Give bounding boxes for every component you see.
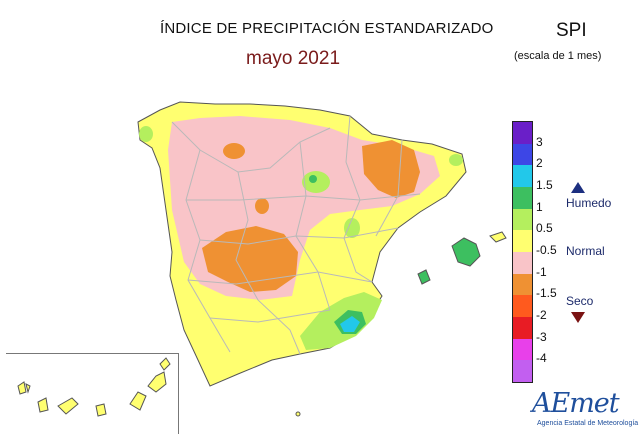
legend-tick-label: 2: [536, 156, 543, 171]
region-dry-ebro: [362, 140, 420, 198]
island-menorca: [489, 231, 507, 243]
map-title: ÍNDICE DE PRECIPITACIÓN ESTANDARIZADO: [160, 20, 494, 37]
region-borders: [171, 115, 421, 355]
legend-swatch: [513, 295, 532, 318]
legend-tick-label: -4: [536, 351, 547, 366]
legend-tick-label: 0.5: [536, 221, 553, 236]
region-wet-duero: [302, 171, 330, 193]
legend-tick-label: -1: [536, 264, 547, 279]
legend-swatch: [513, 273, 532, 296]
aemet-logo: AEmet: [532, 388, 620, 419]
color-legend: [512, 121, 533, 383]
region-very-wet-murcia: [340, 316, 360, 332]
legend-swatch: [513, 187, 532, 210]
legend-tick-label: 3: [536, 134, 543, 149]
category-dry: Seco: [566, 294, 594, 308]
legend-swatch: [513, 230, 532, 253]
canary-inset-frame: [6, 353, 179, 434]
region-wet-east: [344, 218, 360, 238]
island-ibiza: [417, 269, 431, 285]
region-very-wet-spot: [309, 175, 317, 183]
legend-swatch: [513, 165, 532, 188]
legend-tick-label: -3: [536, 329, 547, 344]
index-abbreviation: SPI: [556, 20, 587, 41]
legend-tick-label: -1.5: [536, 286, 557, 301]
aemet-logo-tagline: Agencia Estatal de Meteorología: [537, 420, 639, 427]
dry-triangle-icon: [571, 312, 585, 323]
island-mallorca: [451, 237, 481, 267]
region-dry-centre: [255, 198, 269, 214]
region-wet-catalonia: [449, 154, 463, 166]
legend-tick-label: 1.5: [536, 178, 553, 192]
legend-tick-label: 1: [536, 199, 543, 214]
legend-tick-label: -2: [536, 308, 547, 322]
canary-islands: [17, 357, 171, 417]
scale-note: (escala de 1 mes): [514, 50, 602, 62]
wet-triangle-icon: [571, 182, 585, 193]
legend-swatch: [513, 122, 532, 145]
region-dry-north: [223, 143, 245, 159]
legend-swatch: [513, 360, 532, 383]
legend-swatch: [513, 252, 532, 275]
category-normal: Normal: [566, 244, 605, 258]
category-wet: Humedo: [566, 196, 612, 210]
map-subtitle: mayo 2021: [246, 48, 341, 69]
legend-swatch: [513, 338, 532, 361]
legend-tick-label: -0.5: [536, 243, 557, 257]
legend-swatch: [513, 143, 532, 166]
legend-swatch: [513, 317, 532, 340]
island-alboran: [295, 411, 301, 417]
legend-swatch: [513, 208, 532, 231]
region-wet-galicia: [139, 126, 153, 142]
